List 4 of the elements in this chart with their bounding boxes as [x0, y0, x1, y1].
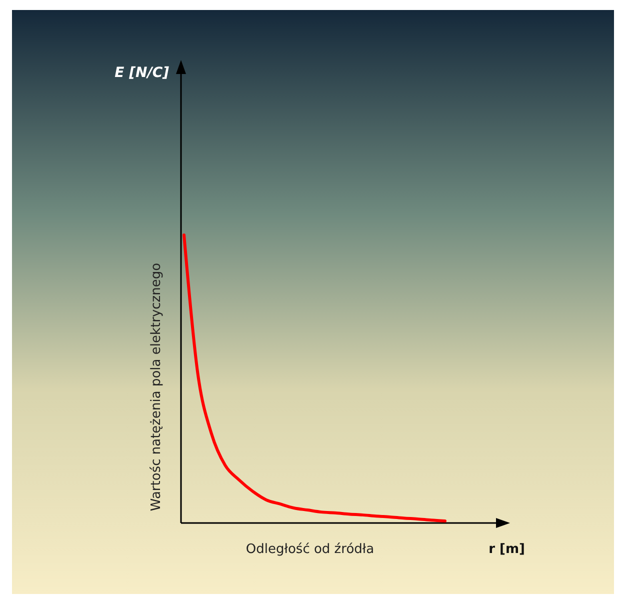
text: r [m]: [488, 542, 525, 557]
x-axis-title: Odległość od źródła: [246, 542, 374, 557]
text: E [N/C]: [114, 65, 170, 81]
y-axis-title: Wartośc natężenia pola elektrycznego: [149, 262, 164, 512]
